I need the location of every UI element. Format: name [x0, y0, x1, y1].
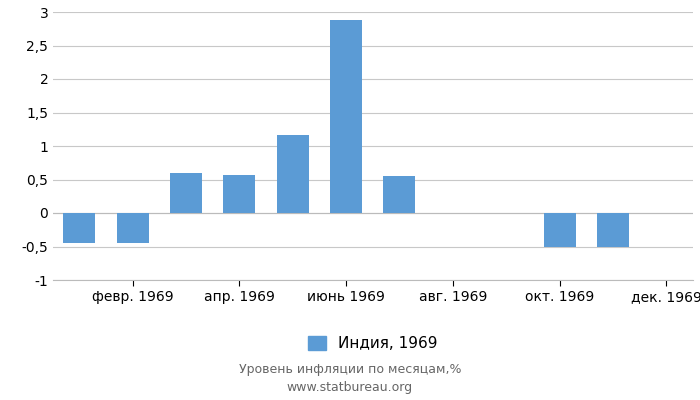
- Bar: [63, 213, 95, 243]
- Bar: [116, 213, 148, 243]
- Text: Уровень инфляции по месяцам,%: Уровень инфляции по месяцам,%: [239, 364, 461, 376]
- Bar: [223, 175, 256, 213]
- Bar: [384, 176, 416, 213]
- Bar: [276, 135, 309, 213]
- Bar: [330, 20, 362, 213]
- Bar: [597, 213, 629, 246]
- Bar: [543, 213, 575, 246]
- Bar: [170, 173, 202, 213]
- Text: www.statbureau.org: www.statbureau.org: [287, 382, 413, 394]
- Legend: Индия, 1969: Индия, 1969: [308, 336, 438, 351]
